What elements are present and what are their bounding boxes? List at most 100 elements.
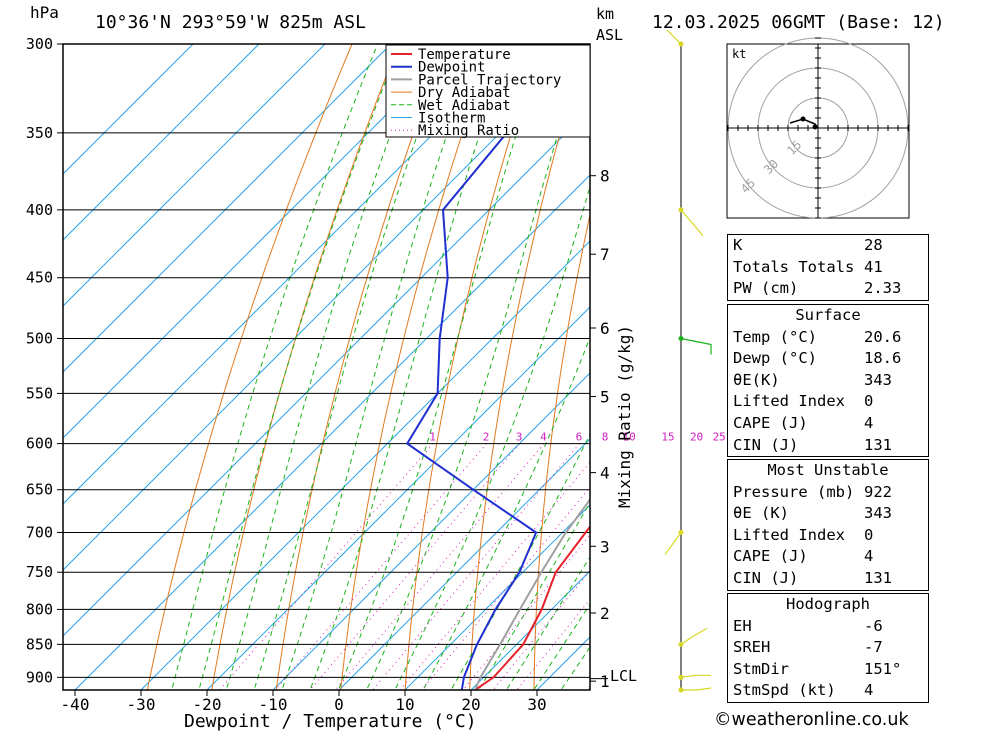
mixing-ratio-label: 15	[661, 431, 674, 444]
km-tick-label: 1	[600, 672, 610, 691]
x-tick-label: 30	[527, 695, 546, 714]
hodograph-param-value: 151°	[864, 659, 902, 678]
most-unstable-row: Lifted Index 0	[728, 525, 928, 547]
isotherm-line	[63, 44, 392, 373]
isotherm-line	[63, 44, 458, 439]
most-unstable-row: CAPE (J) 4	[728, 546, 928, 568]
most-unstable-table-title: Most Unstable	[767, 461, 889, 479]
copyright-footer: ©weatheronline.co.uk	[714, 710, 909, 730]
isotherm-line	[63, 44, 260, 241]
isotherm-line	[74, 174, 590, 690]
hodograph-param-row: EH -6	[728, 616, 928, 638]
mixing-ratio-label: 6	[576, 431, 583, 444]
legend-entry: Mixing Ratio	[418, 123, 519, 139]
x-tick-label: 20	[461, 695, 480, 714]
legend-entry: Temperature	[418, 47, 511, 63]
index-label: K	[733, 236, 743, 254]
hodograph-param-value: 4	[864, 681, 874, 700]
most-unstable-table: Most Unstable Pressure (mb) 922 θE (K) 343 L…	[727, 459, 929, 591]
mixing-ratio-line	[492, 569, 590, 690]
legend-entry: Parcel Trajectory	[418, 72, 561, 88]
surface-value: 0	[864, 392, 874, 411]
most-unstable-value: 131	[864, 568, 892, 587]
y-tick-label: 450	[26, 269, 53, 287]
surface-row: CAPE (J) 4	[728, 413, 928, 435]
most-unstable-row: CIN (J) 131	[728, 568, 928, 590]
most-unstable-value: 922	[864, 482, 892, 501]
hodograph-point	[800, 116, 806, 122]
wet-adiabat-line	[171, 44, 379, 690]
mixing-ratio-line	[399, 461, 590, 690]
isotherm-line	[63, 44, 194, 175]
parcel-trajectory-series	[474, 498, 590, 690]
mixing-ratio-label: 25	[713, 431, 726, 444]
isotherm-line	[63, 108, 590, 637]
y-tick-label: 900	[26, 668, 53, 686]
most-unstable-row: θE (K) 343	[728, 503, 928, 525]
dry-adiabat-line	[469, 44, 587, 690]
km-tick-label: 2	[600, 604, 610, 623]
wind-barb	[680, 337, 712, 355]
isotherm-line	[206, 306, 590, 690]
km-tick-label: 3	[600, 537, 610, 556]
y-tick-label: 850	[26, 635, 53, 653]
index-label: Totals Totals	[733, 257, 855, 276]
hodograph-table-title: Hodograph	[786, 595, 870, 613]
km-tick-label: 5	[600, 388, 610, 407]
legend-entry: Dewpoint	[418, 60, 485, 76]
mixing-ratio-label: 8	[602, 431, 609, 444]
storm-motion-marker	[812, 124, 818, 130]
x-tick-label: -40	[61, 695, 90, 714]
mixing-ratio-label: 1	[429, 431, 436, 444]
most-unstable-row: Pressure (mb) 922	[728, 482, 928, 504]
surface-label: Temp (°C)	[733, 327, 817, 346]
surface-label: Lifted Index	[733, 392, 845, 411]
x-tick-label: 0	[334, 695, 344, 714]
surface-row: Dewp (°C) 18.6	[728, 348, 928, 370]
y-tick-label: 650	[26, 481, 53, 499]
mixing-ratio-label: 20	[690, 431, 703, 444]
hodograph-param-label: StmDir	[733, 659, 789, 678]
wet-adiabat-line	[505, 555, 590, 690]
y-tick-label: 300	[26, 35, 53, 53]
mixing-ratio-label: 10	[622, 431, 635, 444]
index-row: PW (cm) 2.33	[728, 278, 928, 300]
mixing-ratio-label: 4	[540, 431, 547, 444]
hodograph-param-label: EH	[733, 616, 752, 635]
y-tick-label: 400	[26, 201, 53, 219]
km-tick-label: 4	[600, 464, 610, 483]
surface-value: 343	[864, 370, 892, 389]
km-unit-label: km	[596, 5, 614, 23]
hodograph-param-label: SREH	[733, 638, 771, 657]
isotherm-line	[63, 44, 326, 307]
surface-table: Surface Temp (°C) 20.6 Dewp (°C) 18.6 θE(K) 3…	[727, 304, 929, 458]
km-tick-label: 7	[600, 245, 610, 264]
surface-row: CIN (J) 131	[728, 435, 928, 457]
wet-adiabat-line	[309, 44, 511, 690]
hodograph-param-value: -6	[864, 616, 883, 635]
isotherm-line	[272, 372, 590, 690]
mixing-ratio-line	[335, 443, 545, 690]
isotherm-line	[63, 44, 524, 505]
wind-barb-column	[664, 29, 712, 693]
wet-adiabat-line	[253, 44, 451, 690]
x-tick-label: -20	[193, 695, 222, 714]
surface-value: 131	[864, 435, 892, 454]
index-value: 28	[864, 236, 883, 254]
y-tick-label: 600	[26, 435, 53, 453]
y-tick-label: 550	[26, 384, 53, 402]
y-tick-label: 350	[26, 124, 53, 142]
index-label: PW (cm)	[733, 279, 799, 298]
surface-value: 20.6	[864, 327, 902, 346]
surface-label: Dewp (°C)	[733, 349, 817, 368]
indices-table: K 28 Totals Totals 41 PW (cm) 2.33	[727, 234, 929, 301]
dry-adiabat-line	[660, 44, 726, 690]
most-unstable-value: 343	[864, 504, 892, 523]
wet-adiabat-line	[337, 44, 546, 690]
surface-row: Lifted Index 0	[728, 391, 928, 413]
x-tick-label: -30	[127, 695, 156, 714]
dry-adiabat-line	[598, 44, 680, 690]
hodograph-param-value: -7	[864, 638, 883, 657]
